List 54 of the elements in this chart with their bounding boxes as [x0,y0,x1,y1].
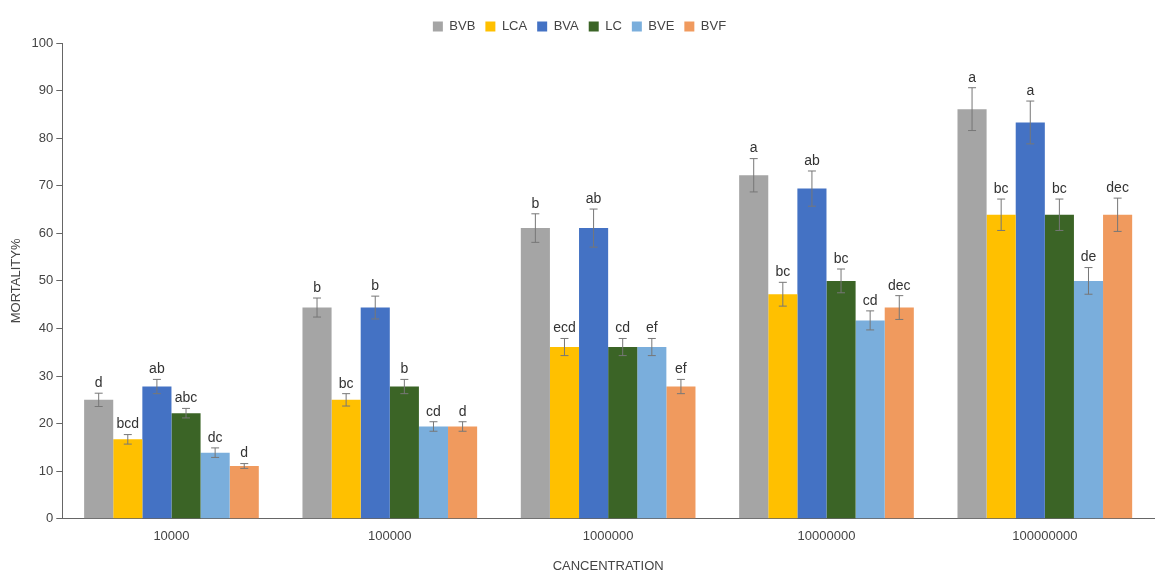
data-label: bc [993,179,1009,196]
data-label: ecd [553,319,576,336]
legend-label: LC [605,18,622,34]
x-tick-label: 100000000 [1012,528,1078,544]
y-tick-label: 90 [38,82,54,98]
data-label: cd [862,291,878,308]
data-label: d [94,374,103,391]
data-label: a [968,68,977,85]
data-label: cd [615,319,631,336]
data-label: a [749,139,758,156]
x-axis-title: CANCENTRATION [552,557,664,573]
legend-label: BVF [700,18,727,34]
data-label: bc [1051,179,1067,196]
y-tick-label: 100 [31,34,54,50]
x-tick-label: 100000 [368,528,412,544]
data-label: b [313,278,322,295]
y-tick-label: 20 [38,415,54,431]
legend-label: BVA [553,18,580,34]
y-tick-label: 40 [38,320,54,336]
data-label: bc [338,374,354,391]
data-label: cd [426,402,441,419]
y-axis-title: MORTALITY% [8,238,24,324]
y-tick-label: 50 [38,272,54,288]
data-label: ab [149,360,165,377]
data-label: bc [775,263,791,280]
legend-label: LCA [501,18,528,34]
y-tick-label: 30 [38,367,54,383]
data-label: bcd [116,415,140,432]
x-tick-label: 10000000 [797,528,856,544]
y-tick-label: 70 [38,177,54,193]
x-tick-label: 1000000 [582,528,634,544]
data-label: dc [207,428,223,445]
data-label: d [458,402,467,419]
y-tick-label: 80 [38,129,54,145]
legend-label: BVE [648,18,675,34]
data-label: dec [887,276,911,293]
data-label: d [240,444,249,461]
data-label: de [1080,248,1097,265]
data-label: b [531,194,540,211]
data-label: b [371,276,380,293]
x-tick-label: 10000 [153,528,190,544]
data-label: ef [645,319,658,336]
data-label: abc [174,389,198,406]
data-label: dec [1106,178,1129,195]
data-label: bc [833,249,849,266]
data-label: ab [804,151,820,168]
data-label: ef [675,360,687,377]
data-label: b [400,360,409,377]
legend-label: BVB [449,18,476,34]
y-tick-label: 0 [46,510,54,526]
y-tick-label: 10 [38,462,54,478]
data-label: ab [585,189,602,206]
data-label: a [1026,81,1035,98]
y-tick-label: 60 [38,224,54,240]
